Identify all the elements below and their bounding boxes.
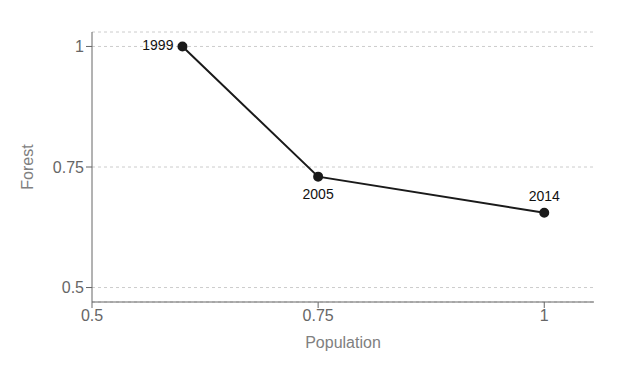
svg-text:1: 1 (540, 307, 549, 324)
svg-text:Population: Population (305, 334, 381, 351)
svg-text:2005: 2005 (303, 186, 334, 202)
svg-text:0.5: 0.5 (62, 279, 84, 296)
svg-text:1: 1 (75, 38, 84, 55)
svg-text:0.5: 0.5 (81, 307, 103, 324)
svg-text:2014: 2014 (529, 188, 560, 204)
svg-text:0.75: 0.75 (53, 159, 84, 176)
svg-text:Forest: Forest (19, 144, 36, 190)
svg-text:0.75: 0.75 (303, 307, 334, 324)
svg-text:1999: 1999 (142, 37, 173, 53)
